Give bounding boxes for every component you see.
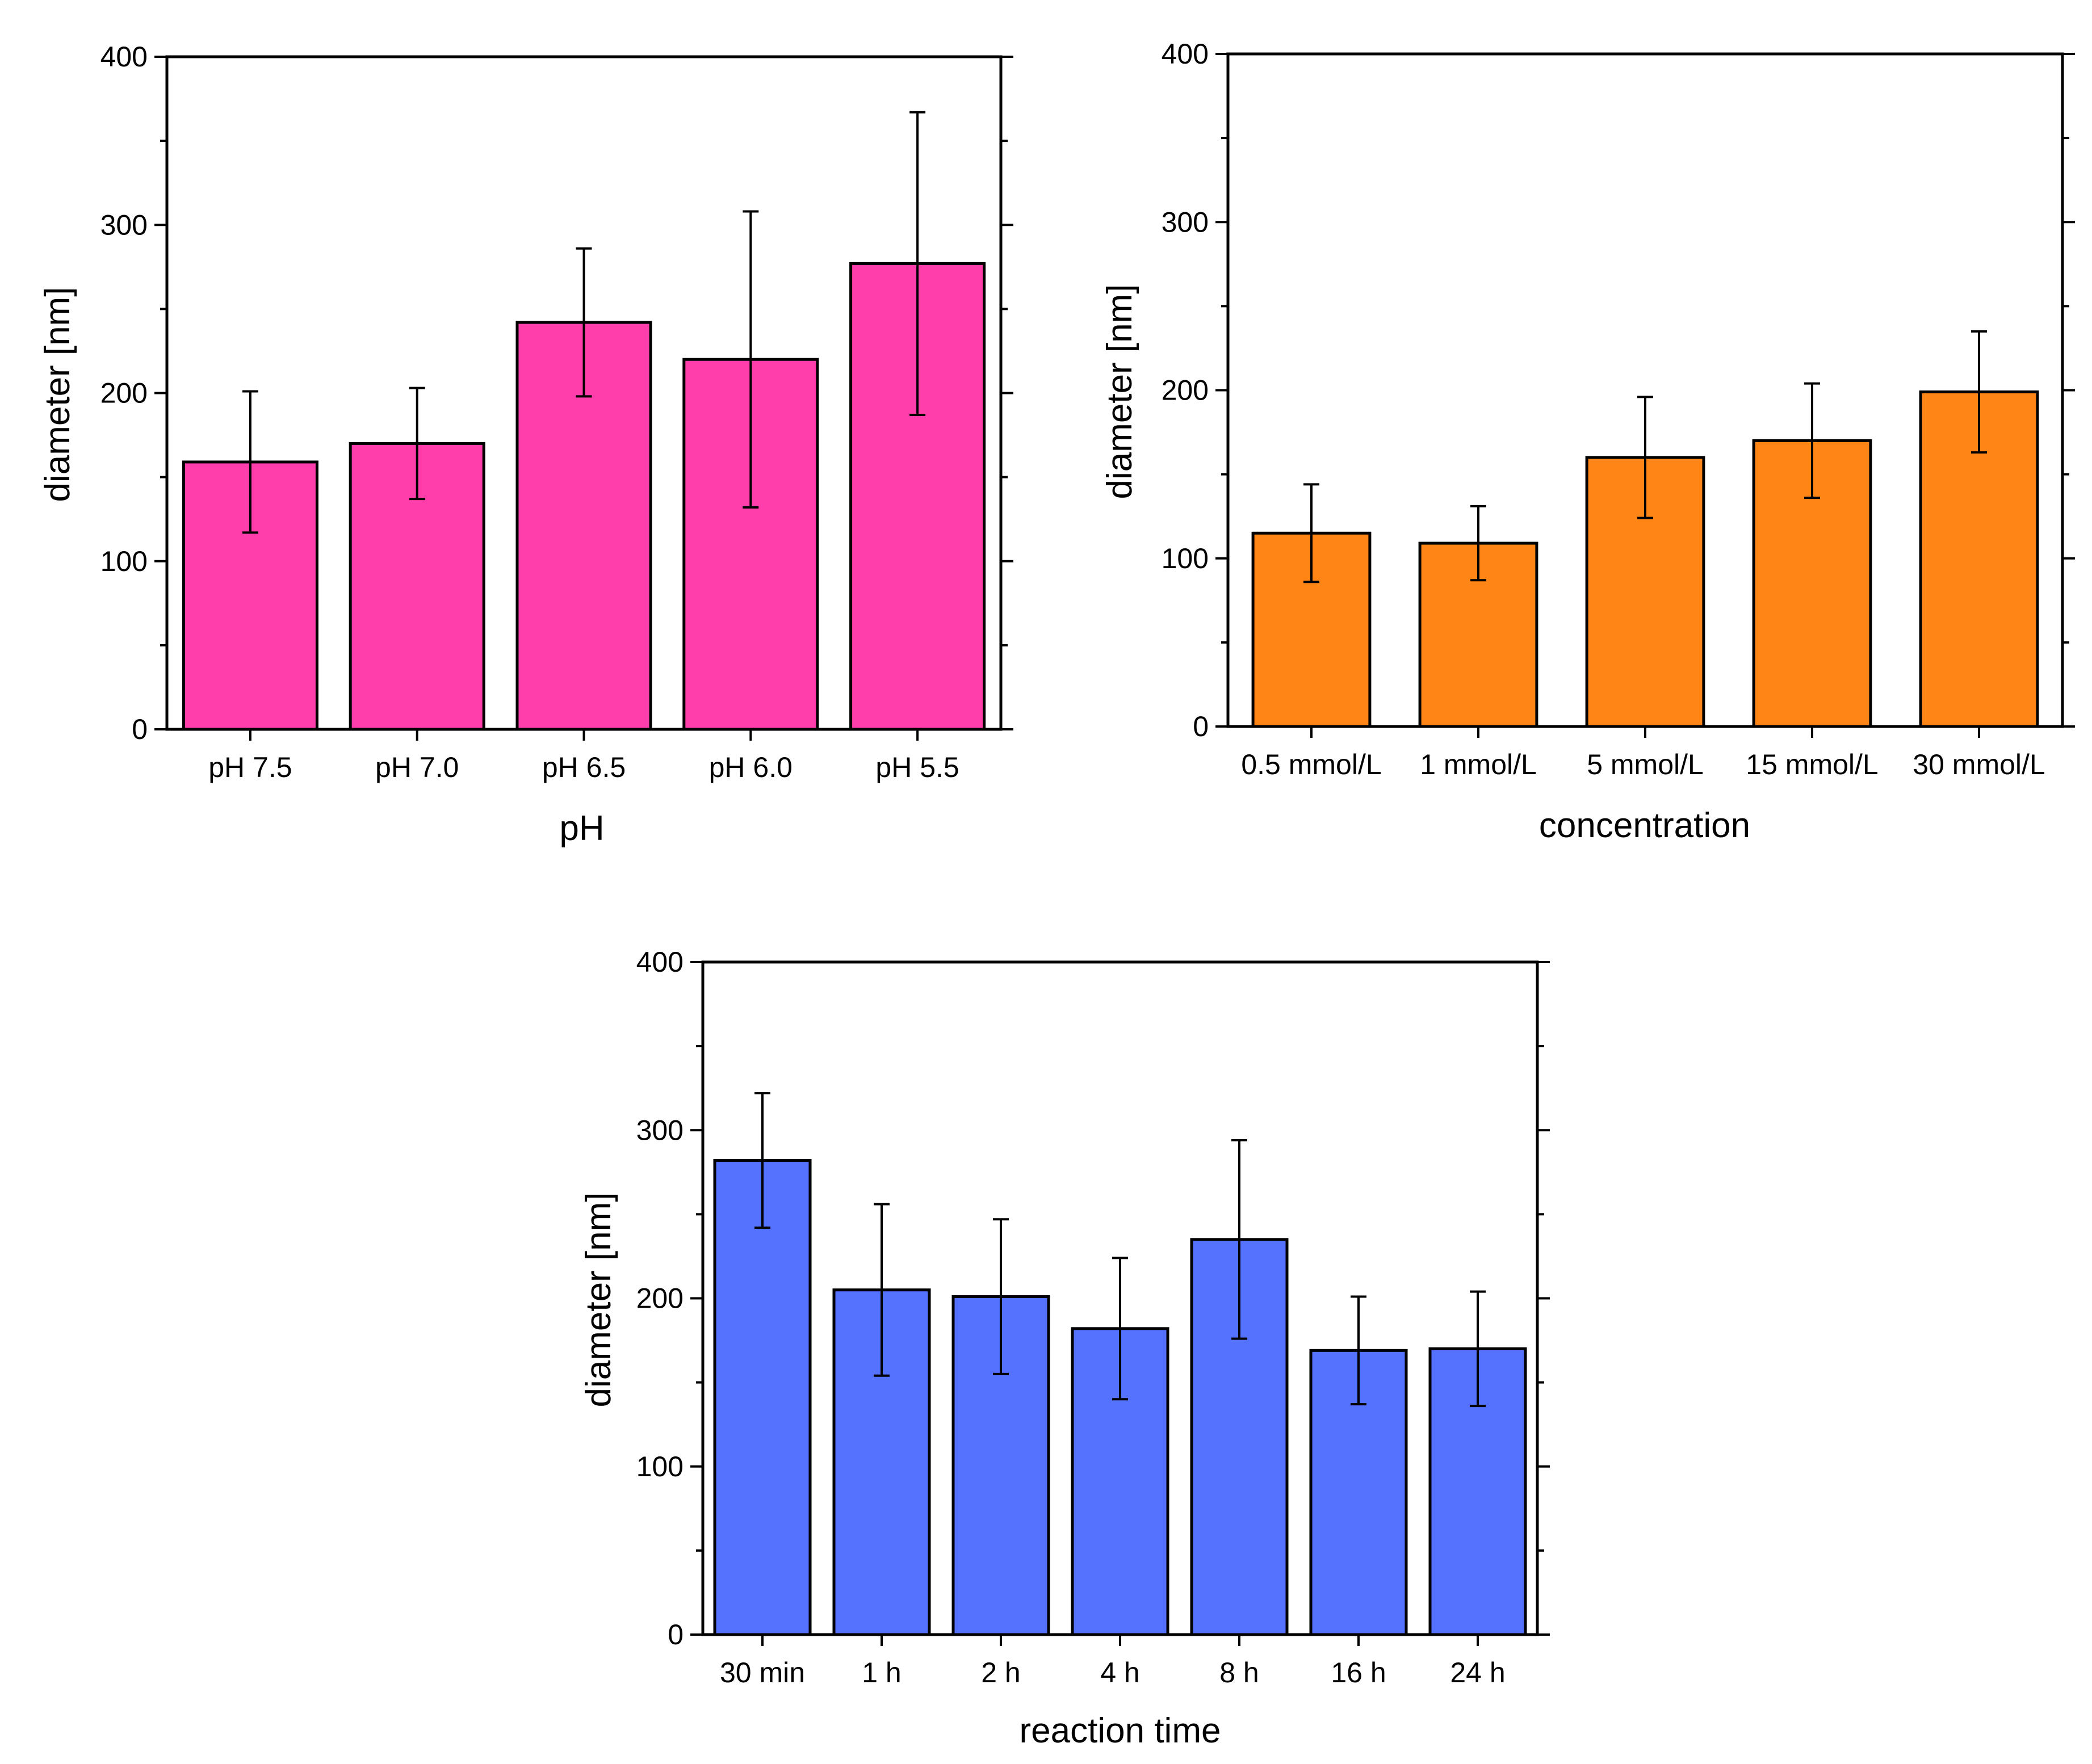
- concentration-plot-frame: [1226, 52, 2064, 728]
- concentration-ytick-label: 200: [1162, 375, 1209, 406]
- panel-concentration-y-axis-title: diameter [nm]: [1100, 284, 1139, 499]
- panel-ph-x-axis-title: pH: [559, 809, 604, 848]
- concentration-xtick-label: 30 mmol/L: [1913, 749, 2045, 780]
- panel-ph-chart: pH diameter [nm] 0 100 200 300 400 pH 7.5 pH 7…: [38, 41, 1013, 848]
- concentration-xtick-label: 0.5 mmol/L: [1241, 749, 1381, 780]
- panel-reaction-time-chart: reaction time diameter [nm] 0 100 200 300 40…: [579, 946, 1550, 1750]
- reaction-time-xtick-label: 4 h: [1100, 1657, 1140, 1689]
- reaction-time-xtick-label: 8 h: [1219, 1657, 1259, 1689]
- reaction-time-ytick-label: 300: [636, 1114, 684, 1146]
- ph-ytick-label: 100: [100, 545, 148, 577]
- panel-concentration-chart: concentration diameter [nm] 0 100 200 300 40…: [1100, 38, 2075, 845]
- panel-reaction-time-y-axis-title: diameter [nm]: [579, 1192, 618, 1407]
- ph-plot-frame: [165, 55, 1003, 731]
- concentration-xtick-label: 15 mmol/L: [1746, 749, 1878, 780]
- reaction-time-xtick-label: 16 h: [1331, 1657, 1386, 1689]
- ph-xtick-label: pH 7.0: [375, 751, 459, 783]
- ph-xtick-label: pH 7.5: [208, 751, 292, 783]
- reaction-time-bar: [713, 1159, 812, 1636]
- reaction-time-xtick-label: 1 h: [862, 1657, 902, 1689]
- concentration-xtick-label: 5 mmol/L: [1587, 749, 1704, 780]
- ph-xtick-label: pH 6.0: [709, 751, 793, 783]
- concentration-ytick-label: 100: [1162, 543, 1209, 574]
- ph-xtick-label: pH 5.5: [875, 751, 959, 783]
- concentration-ytick-label: 300: [1162, 206, 1209, 238]
- ph-xtick-label: pH 6.5: [542, 751, 626, 783]
- reaction-time-xtick-label: 2 h: [981, 1657, 1021, 1689]
- ph-ytick-label: 400: [100, 41, 148, 73]
- reaction-time-plot-frame: [701, 960, 1539, 1636]
- reaction-time-xtick-label: 30 min: [720, 1657, 805, 1689]
- panel-reaction-time-x-axis-title: reaction time: [1020, 1711, 1221, 1750]
- concentration-xtick-label: 1 mmol/L: [1420, 749, 1537, 780]
- reaction-time-ytick-label: 100: [636, 1451, 684, 1482]
- concentration-ytick-label: 400: [1162, 38, 1209, 70]
- panel-concentration-x-axis-title: concentration: [1539, 806, 1750, 845]
- ph-ytick-label: 200: [100, 377, 148, 409]
- reaction-time-ytick-label: 0: [668, 1619, 684, 1650]
- ph-ytick-label: 300: [100, 209, 148, 241]
- reaction-time-ytick-label: 400: [636, 946, 684, 978]
- concentration-ytick-label: 0: [1193, 711, 1209, 742]
- reaction-time-xtick-label: 24 h: [1450, 1657, 1505, 1689]
- ph-ytick-label: 0: [132, 713, 148, 745]
- reaction-time-ytick-label: 200: [636, 1283, 684, 1314]
- panel-ph-y-axis-title: diameter [nm]: [38, 287, 77, 502]
